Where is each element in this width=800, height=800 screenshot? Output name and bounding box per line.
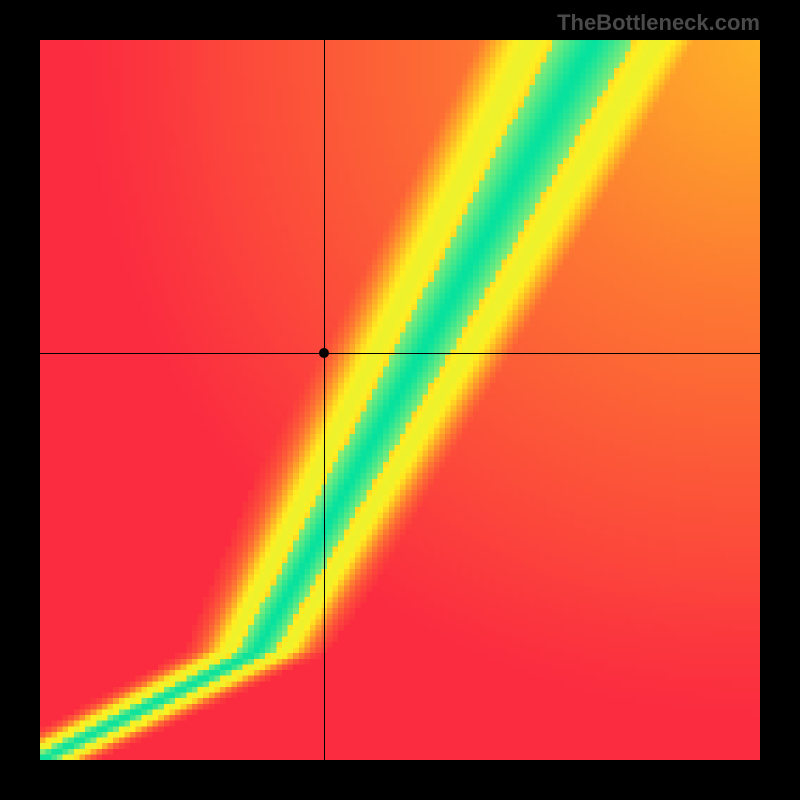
heatmap-canvas (40, 40, 760, 760)
crosshair-horizontal (40, 353, 760, 354)
heatmap-plot (40, 40, 760, 760)
marker-dot (319, 348, 329, 358)
crosshair-vertical (324, 40, 325, 760)
watermark-text: TheBottleneck.com (557, 10, 760, 36)
